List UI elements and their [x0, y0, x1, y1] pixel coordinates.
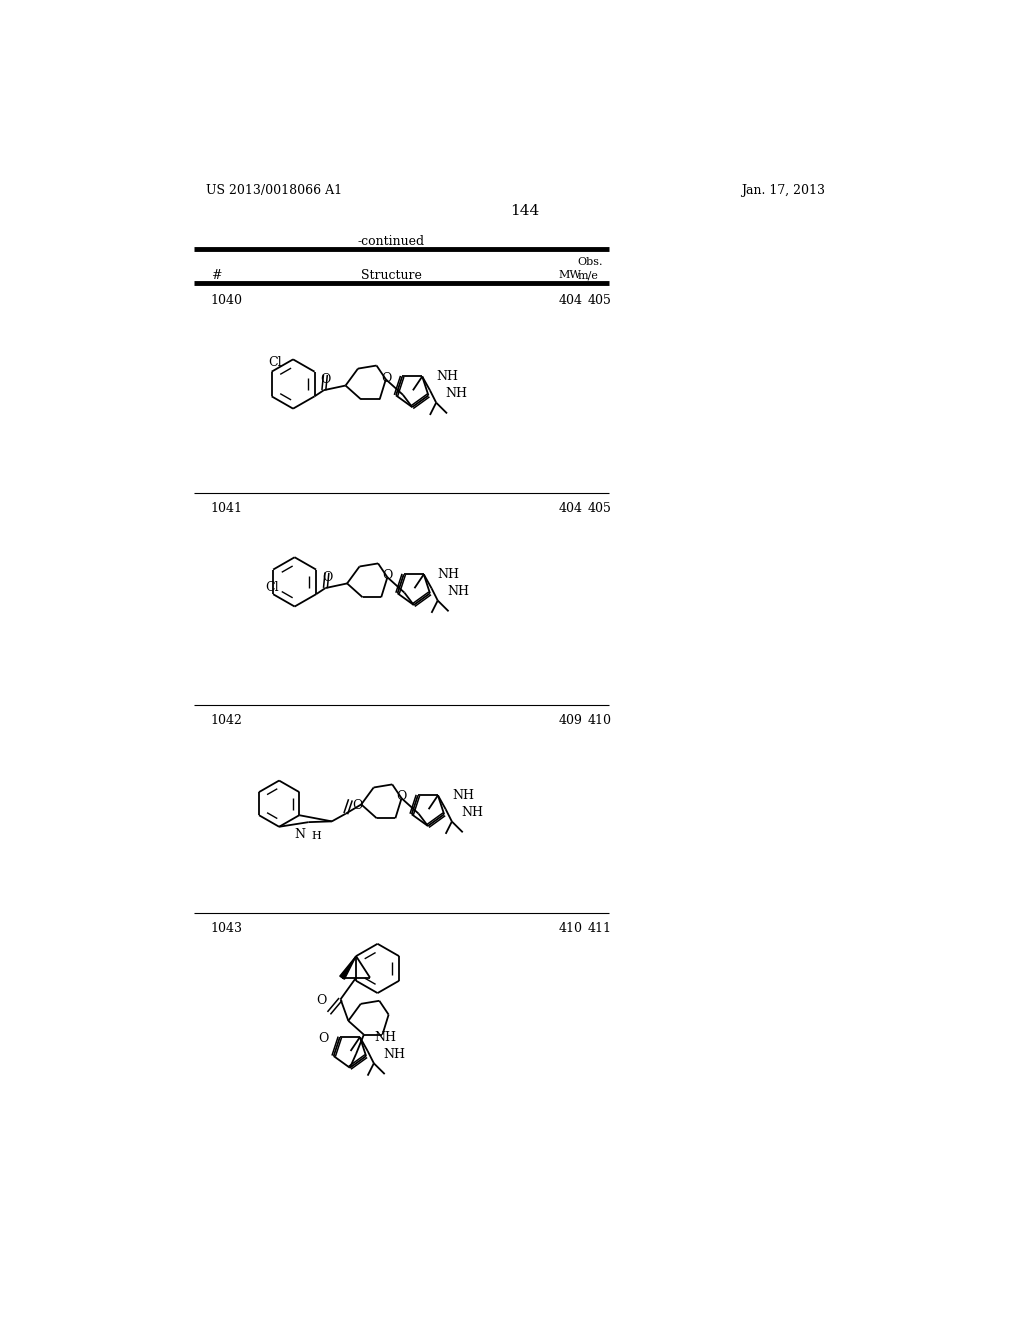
- Text: 405: 405: [588, 294, 611, 308]
- Text: 144: 144: [510, 203, 540, 218]
- Polygon shape: [340, 956, 356, 979]
- Text: O: O: [322, 570, 332, 583]
- Text: N: N: [295, 828, 305, 841]
- Text: 1043: 1043: [211, 921, 243, 935]
- Text: 410: 410: [559, 921, 583, 935]
- Text: 1042: 1042: [211, 714, 243, 727]
- Text: H: H: [311, 832, 322, 841]
- Text: Cl: Cl: [268, 356, 283, 370]
- Text: 404: 404: [559, 502, 583, 515]
- Text: O: O: [383, 569, 393, 582]
- Text: 1041: 1041: [211, 502, 243, 515]
- Text: NH: NH: [383, 1048, 406, 1061]
- Text: -continued: -continued: [358, 235, 425, 248]
- Text: 409: 409: [559, 714, 583, 727]
- Text: NH: NH: [436, 370, 458, 383]
- Text: #: #: [211, 269, 221, 282]
- Text: Jan. 17, 2013: Jan. 17, 2013: [741, 185, 825, 197]
- Text: 405: 405: [588, 502, 611, 515]
- Text: 410: 410: [588, 714, 611, 727]
- Text: O: O: [318, 1032, 329, 1045]
- Text: US 2013/0018066 A1: US 2013/0018066 A1: [206, 185, 342, 197]
- Text: O: O: [381, 371, 391, 384]
- Text: NH: NH: [437, 568, 460, 581]
- Text: NH: NH: [452, 789, 474, 801]
- Text: Cl: Cl: [265, 581, 279, 594]
- Text: O: O: [321, 372, 331, 385]
- Text: O: O: [352, 800, 362, 813]
- Text: m/e: m/e: [578, 271, 598, 280]
- Text: 411: 411: [588, 921, 611, 935]
- Text: Obs.: Obs.: [578, 257, 603, 268]
- Text: NH: NH: [445, 387, 468, 400]
- Text: 1040: 1040: [211, 294, 243, 308]
- Text: NH: NH: [447, 585, 469, 598]
- Text: MW: MW: [559, 271, 582, 280]
- Text: NH: NH: [374, 1031, 396, 1044]
- Text: 404: 404: [559, 294, 583, 308]
- Text: O: O: [316, 994, 327, 1007]
- Text: Structure: Structure: [361, 269, 422, 282]
- Text: NH: NH: [461, 807, 483, 820]
- Text: O: O: [396, 791, 407, 804]
